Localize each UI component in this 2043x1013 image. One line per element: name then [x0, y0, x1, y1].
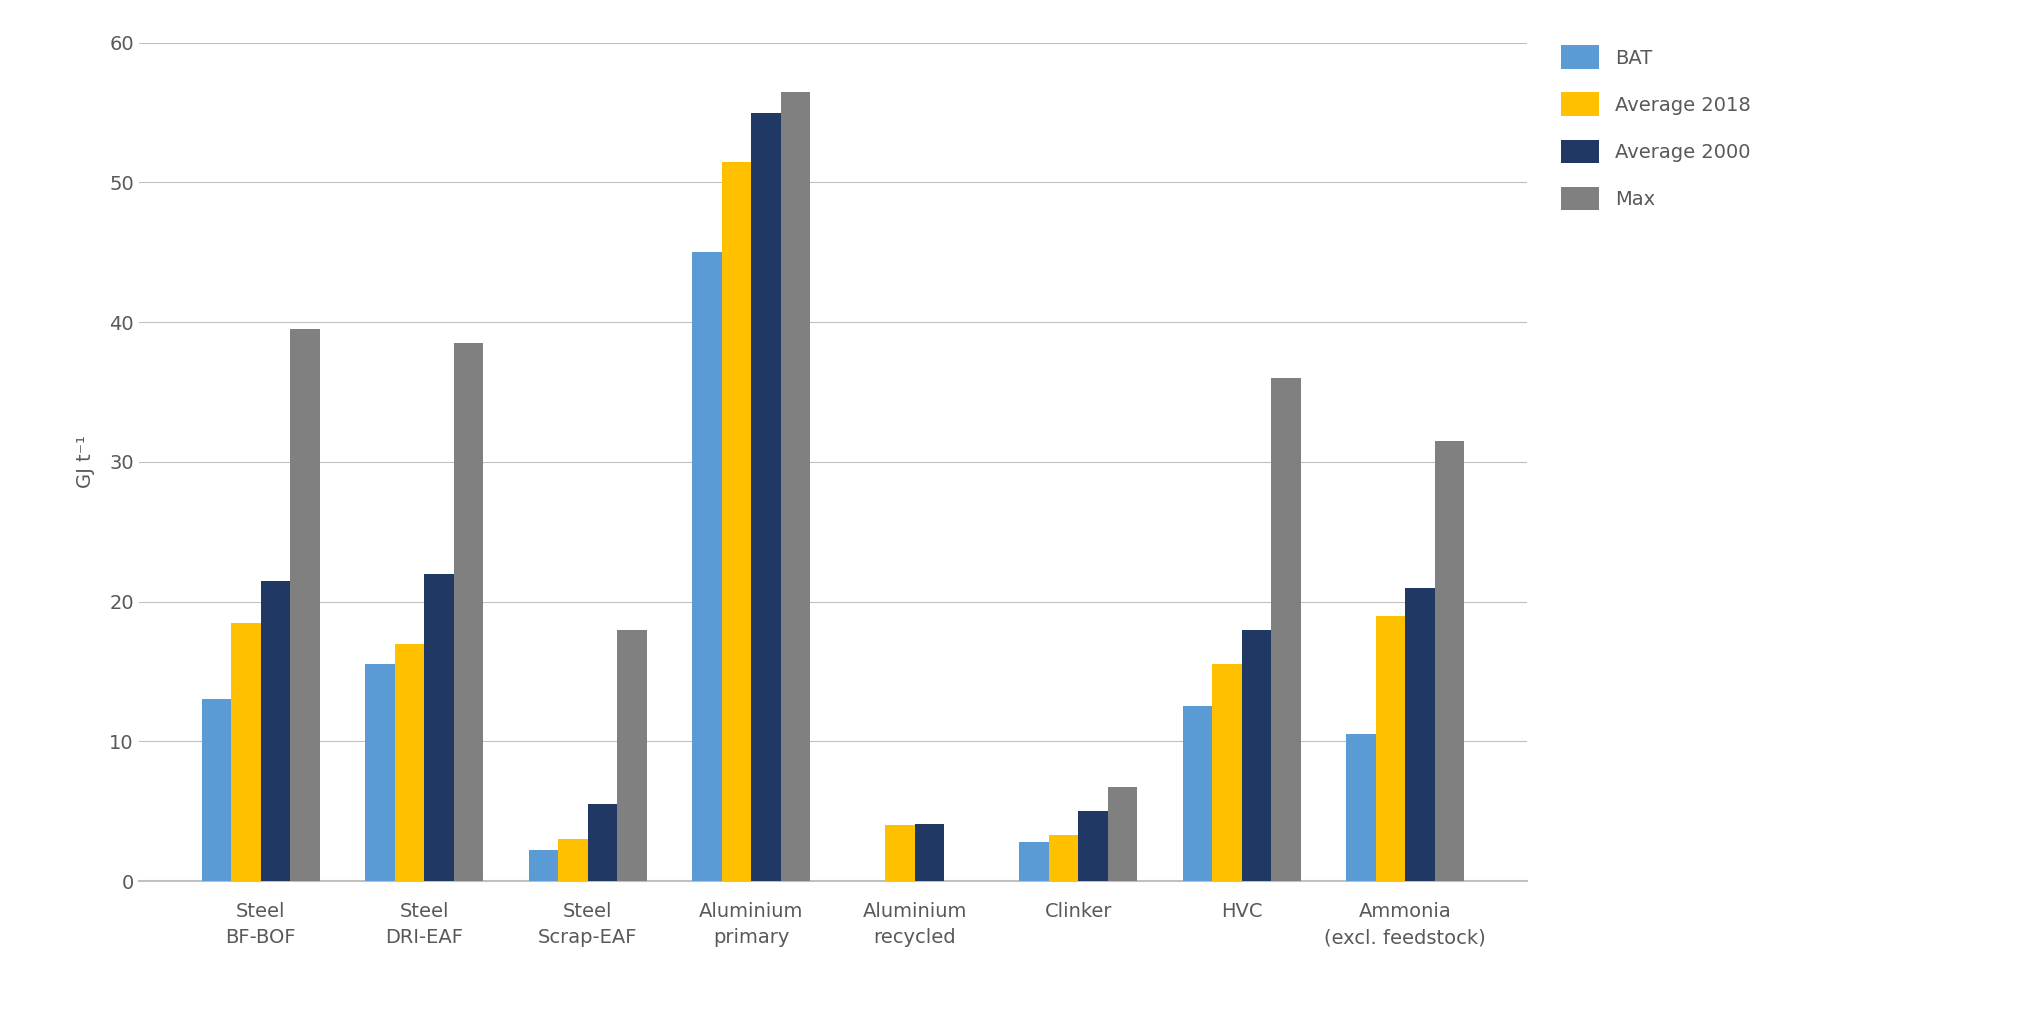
Bar: [558, 839, 588, 881]
Bar: [202, 699, 231, 881]
Bar: [1346, 734, 1375, 881]
Bar: [1019, 842, 1048, 881]
Bar: [529, 850, 558, 881]
Bar: [425, 573, 454, 881]
Bar: [454, 343, 482, 881]
Bar: [1242, 629, 1271, 881]
Legend: BAT, Average 2018, Average 2000, Max: BAT, Average 2018, Average 2000, Max: [1551, 35, 1761, 220]
Bar: [588, 804, 617, 881]
Bar: [780, 91, 811, 881]
Bar: [885, 826, 915, 881]
Bar: [721, 161, 752, 881]
Bar: [262, 580, 290, 881]
Bar: [290, 329, 319, 881]
Bar: [693, 252, 721, 881]
Bar: [394, 643, 425, 881]
Bar: [231, 623, 262, 881]
Bar: [1375, 616, 1406, 881]
Bar: [1048, 835, 1079, 881]
Bar: [1079, 811, 1107, 881]
Bar: [752, 112, 780, 881]
Bar: [1107, 787, 1138, 881]
Bar: [617, 629, 648, 881]
Bar: [1211, 665, 1242, 881]
Bar: [1183, 706, 1211, 881]
Bar: [1434, 441, 1465, 881]
Bar: [1271, 378, 1301, 881]
Bar: [915, 824, 944, 881]
Bar: [366, 665, 394, 881]
Bar: [1406, 588, 1434, 881]
Y-axis label: GJ t⁻¹: GJ t⁻¹: [76, 436, 96, 488]
